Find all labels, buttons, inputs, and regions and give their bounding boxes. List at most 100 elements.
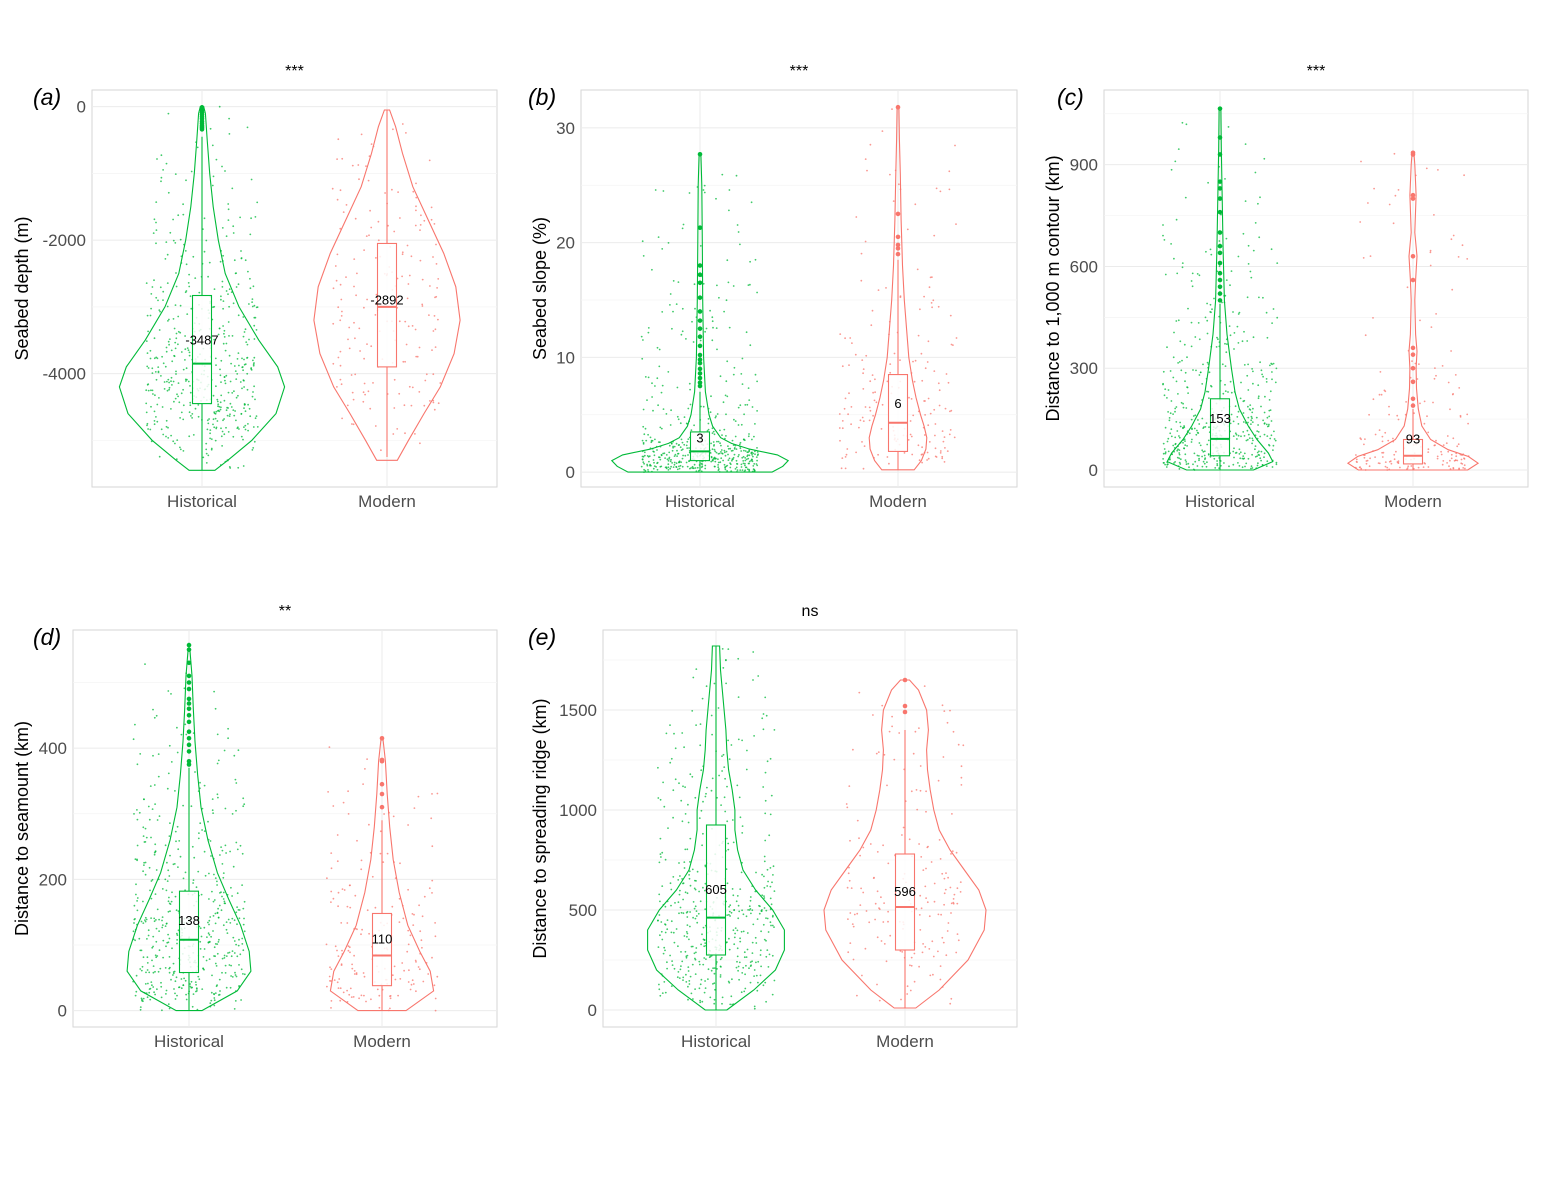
- jitter-point: [222, 872, 225, 874]
- jitter-point: [652, 459, 655, 461]
- jitter-point: [688, 420, 690, 423]
- jitter-point: [942, 756, 945, 758]
- jitter-point: [363, 357, 365, 360]
- jitter-point: [1464, 467, 1466, 470]
- jitter-point: [1190, 345, 1193, 348]
- jitter-point: [740, 373, 743, 375]
- jitter-point: [145, 992, 148, 994]
- jitter-point: [325, 943, 328, 946]
- jitter-point: [747, 284, 750, 286]
- jitter-point: [738, 443, 741, 446]
- jitter-point: [217, 759, 220, 762]
- jitter-point: [1259, 435, 1262, 438]
- jitter-point: [740, 930, 743, 933]
- jitter-point: [211, 144, 214, 147]
- jitter-point: [660, 930, 663, 933]
- jitter-point: [729, 466, 732, 469]
- jitter-point: [748, 909, 751, 911]
- jitter-point: [754, 936, 757, 939]
- jitter-point: [364, 768, 366, 770]
- jitter-point: [683, 861, 686, 863]
- jitter-point: [1259, 196, 1261, 199]
- jitter-point: [1262, 375, 1264, 378]
- jitter-point: [1166, 463, 1169, 466]
- jitter-point: [379, 852, 382, 855]
- jitter-point: [165, 419, 168, 422]
- jitter-point: [744, 987, 747, 990]
- jitter-point: [1463, 174, 1465, 177]
- jitter-point: [153, 920, 156, 923]
- jitter-point: [684, 848, 687, 851]
- outlier-point: [1410, 403, 1416, 408]
- jitter-point: [153, 853, 156, 856]
- jitter-point: [418, 904, 420, 907]
- jitter-point: [729, 1003, 732, 1006]
- jitter-point: [180, 262, 183, 264]
- jitter-point: [375, 257, 377, 259]
- jitter-point: [214, 922, 217, 925]
- jitter-point: [854, 353, 857, 356]
- jitter-point: [216, 420, 219, 422]
- jitter-point: [215, 426, 218, 429]
- jitter-point: [133, 904, 136, 907]
- panel-tag: (b): [528, 84, 556, 110]
- jitter-point: [174, 992, 176, 995]
- jitter-point: [1251, 368, 1253, 370]
- jitter-point: [1274, 381, 1277, 384]
- jitter-point: [707, 978, 709, 980]
- jitter-point: [1257, 462, 1259, 465]
- jitter-point: [368, 932, 370, 935]
- outlier-point: [1217, 270, 1223, 276]
- jitter-point: [1210, 384, 1212, 387]
- jitter-point: [689, 773, 692, 776]
- jitter-point: [1239, 457, 1242, 460]
- jitter-point: [194, 407, 197, 410]
- jitter-point: [237, 909, 240, 911]
- jitter-point: [672, 440, 674, 443]
- jitter-point: [185, 367, 188, 370]
- jitter-point: [230, 955, 233, 958]
- jitter-point: [664, 905, 667, 908]
- jitter-point: [946, 450, 949, 452]
- jitter-point: [142, 826, 145, 829]
- jitter-point: [229, 380, 232, 383]
- jitter-point: [1270, 362, 1273, 365]
- jitter-point: [337, 356, 340, 359]
- jitter-point: [1167, 437, 1170, 440]
- jitter-point: [1213, 457, 1216, 460]
- jitter-point: [151, 959, 153, 962]
- jitter-point: [228, 354, 231, 357]
- mean-label: 138: [178, 913, 200, 928]
- jitter-point: [749, 961, 752, 963]
- jitter-point: [237, 314, 240, 317]
- jitter-point: [164, 365, 167, 368]
- jitter-point: [330, 1007, 332, 1009]
- jitter-point: [334, 945, 337, 948]
- jitter-point: [680, 333, 683, 336]
- jitter-point: [330, 867, 333, 870]
- jitter-point: [947, 381, 950, 384]
- jitter-point: [356, 839, 358, 842]
- jitter-point: [757, 981, 759, 984]
- jitter-point: [943, 710, 946, 712]
- jitter-point: [254, 417, 257, 420]
- jitter-point: [876, 936, 879, 939]
- jitter-point: [1237, 434, 1240, 437]
- jitter-point: [651, 396, 653, 398]
- jitter-point: [934, 423, 937, 425]
- jitter-point: [186, 347, 189, 349]
- outlier-point: [1217, 179, 1223, 184]
- jitter-point: [956, 933, 959, 935]
- jitter-point: [1216, 270, 1219, 273]
- jitter-point: [328, 746, 331, 748]
- jitter-point: [749, 260, 751, 263]
- jitter-point: [1254, 448, 1256, 451]
- jitter-point: [225, 409, 228, 412]
- jitter-point: [166, 282, 169, 284]
- jitter-point: [133, 922, 135, 924]
- jitter-point: [727, 848, 730, 851]
- panel-tag: (a): [33, 84, 61, 110]
- jitter-point: [862, 467, 865, 470]
- jitter-point: [1407, 349, 1410, 352]
- jitter-point: [1447, 450, 1450, 453]
